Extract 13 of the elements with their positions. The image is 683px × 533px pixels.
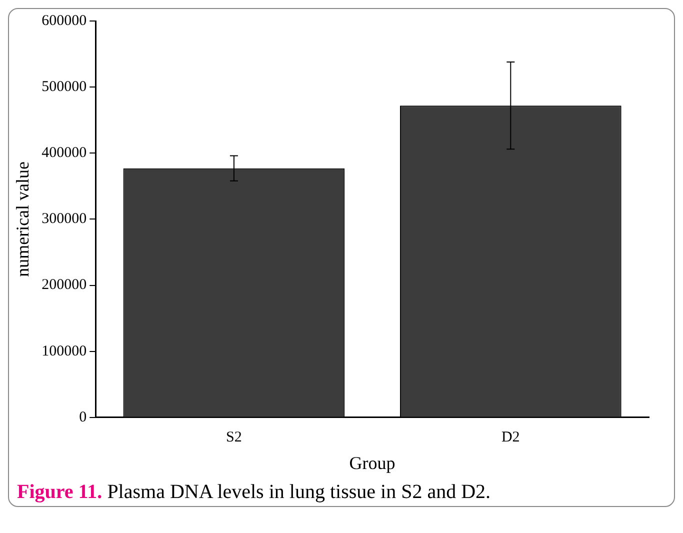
y-tick-label: 300000 xyxy=(42,211,87,228)
x-tick-label: S2 xyxy=(226,429,242,446)
x-tick-label: D2 xyxy=(501,429,520,446)
y-tick-label: 200000 xyxy=(42,277,87,294)
x-axis-title: Group xyxy=(349,452,396,473)
y-tick-label: 0 xyxy=(79,409,87,426)
y-tick-label: 600000 xyxy=(42,12,87,29)
caption: Figure 11. xyxy=(17,481,102,503)
y-tick-label: 400000 xyxy=(42,145,87,162)
y-axis-title: numerical value xyxy=(12,161,33,277)
y-tick-label: 500000 xyxy=(42,79,87,96)
text: Plasma DNA levels in lung tissue in S2 and D2. xyxy=(107,481,491,503)
y-tick-label: 100000 xyxy=(42,343,87,360)
